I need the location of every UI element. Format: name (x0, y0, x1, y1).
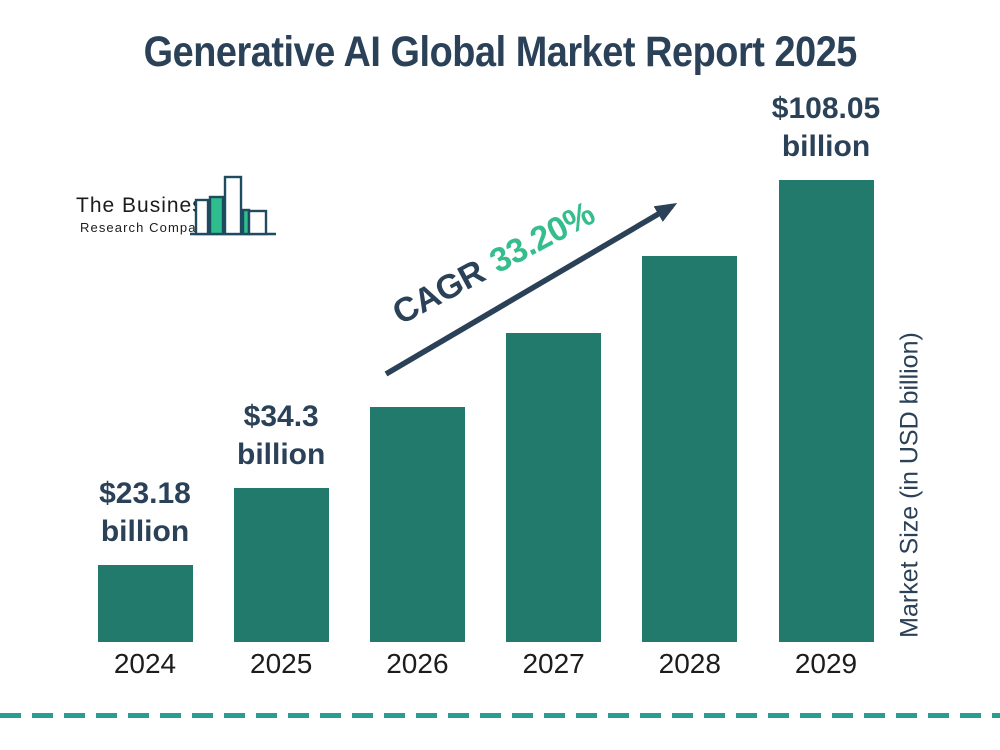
value-amount-2029: $108.05 (771, 92, 881, 125)
bar-2029 (778, 180, 874, 642)
x-tick-2027: 2027 (522, 648, 585, 679)
x-tick-2025: 2025 (250, 648, 313, 679)
x-tick-2026: 2026 (386, 648, 449, 679)
growth-arrow-icon (384, 202, 678, 377)
bar-2026 (369, 407, 465, 642)
y-axis-label: Market Size (in USD billion) (895, 332, 924, 638)
value-unit-2024: billion (100, 515, 190, 548)
logo-text-line1: The Business (76, 194, 216, 217)
chart-title: Generative AI Global Market Report 2025 (143, 28, 857, 76)
bar-2024 (97, 565, 193, 642)
value-amount-2024: $23.18 (99, 477, 191, 510)
page-title-wrap: Generative AI Global Market Report 2025 (0, 28, 1000, 77)
logo-text-line2: Research Company (80, 220, 213, 235)
x-tick-2029: 2029 (794, 648, 858, 679)
logo-bar-chart-icon (190, 175, 276, 236)
x-tick-2028: 2028 (658, 648, 721, 679)
x-tick-2024: 2024 (113, 648, 177, 679)
value-amount-2025: $34.3 (243, 400, 319, 433)
bottom-divider-dashed-line (0, 713, 1000, 718)
value-unit-2025: billion (237, 438, 326, 471)
value-label-2025: $34.3 billion (186, 398, 376, 474)
bar-2025 (233, 488, 329, 642)
value-unit-2029: billion (781, 130, 871, 163)
bar-2028 (642, 256, 738, 642)
bar-2027 (506, 333, 602, 642)
value-label-2024: $23.18 billion (50, 475, 240, 551)
value-label-2029: $108.05 billion (731, 90, 921, 166)
